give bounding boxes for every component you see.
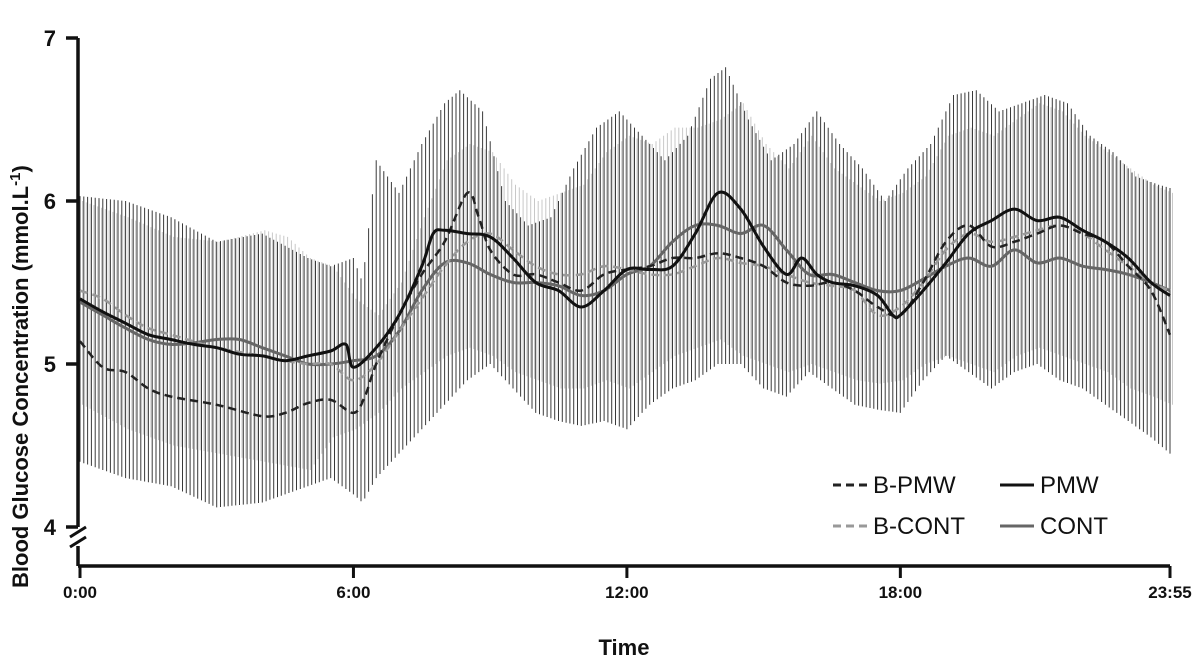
x-axis-label: Time [599, 635, 650, 659]
legend: B-PMW PMW B-CONT CONT [833, 472, 1108, 540]
y-tick-label: 7 [44, 26, 56, 51]
series-line-cont [79, 222, 1171, 367]
x-tick-label: 12:00 [605, 583, 648, 602]
sd-error-bars [79, 67, 1173, 508]
sd-bars-b-pmw [79, 67, 1171, 508]
axis-break-mark [69, 525, 87, 539]
x-tick-label: 6:00 [336, 583, 370, 602]
legend-label-b-cont: B-CONT [873, 513, 965, 540]
x-tick-label: 0:00 [63, 583, 97, 602]
y-tick-label: 6 [44, 189, 56, 214]
y-axis-label: Blood Glucose Concentration (mmol.L-1) [7, 165, 33, 588]
x-tick-label: 23:55 [1148, 583, 1191, 602]
x-ticks: 0:00 6:00 12:00 18:00 23:55 [63, 566, 1192, 602]
series-line-b-cont [79, 224, 1171, 382]
y-tick-label: 5 [44, 352, 56, 377]
legend-label-b-pmw: B-PMW [873, 472, 956, 499]
sd-bars-cont [82, 103, 1173, 470]
y-ticks: 4 5 6 7 [44, 26, 78, 540]
axis-break-mark [69, 535, 87, 549]
series-lines [79, 190, 1172, 418]
series-line-pmw [79, 190, 1171, 369]
legend-label-cont: CONT [1040, 513, 1108, 540]
y-tick-label: 4 [44, 515, 57, 540]
x-tick-label: 18:00 [879, 583, 922, 602]
legend-label-pmw: PMW [1040, 472, 1099, 499]
